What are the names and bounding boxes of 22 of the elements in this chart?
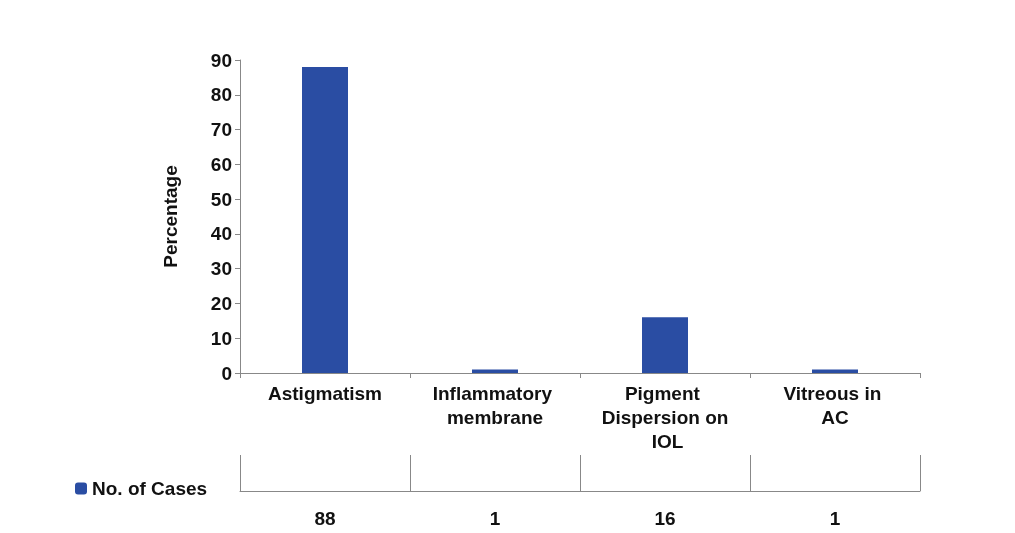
y-axis-title: Percentage bbox=[160, 165, 181, 268]
x-tick-label: Vitreous in AC bbox=[783, 382, 887, 428]
data-label: 1 bbox=[829, 508, 841, 529]
data-label: 88 bbox=[314, 508, 336, 529]
y-tick-label: 10 bbox=[210, 327, 232, 349]
x-tick-label: Pigment Dispersion on IOL bbox=[601, 382, 729, 452]
y-tick-label: 50 bbox=[210, 188, 232, 210]
y-tick-label: 90 bbox=[210, 49, 232, 71]
y-tick-label: 70 bbox=[210, 119, 232, 141]
bar bbox=[302, 66, 348, 373]
y-tick-label: 40 bbox=[210, 223, 232, 245]
legend-label: No. of Cases bbox=[92, 478, 208, 499]
y-tick-label: 0 bbox=[221, 362, 232, 384]
bar bbox=[642, 317, 688, 373]
x-tick-label: Inflammatory membrane bbox=[432, 382, 558, 428]
x-tick-label: Astigmatism bbox=[267, 382, 383, 404]
y-tick-label: 80 bbox=[210, 84, 232, 106]
y-tick-label: 30 bbox=[210, 258, 232, 280]
data-label: 1 bbox=[489, 508, 501, 529]
y-tick-label: 20 bbox=[210, 292, 232, 314]
y-tick-label: 60 bbox=[210, 153, 232, 175]
data-label: 16 bbox=[654, 508, 676, 529]
